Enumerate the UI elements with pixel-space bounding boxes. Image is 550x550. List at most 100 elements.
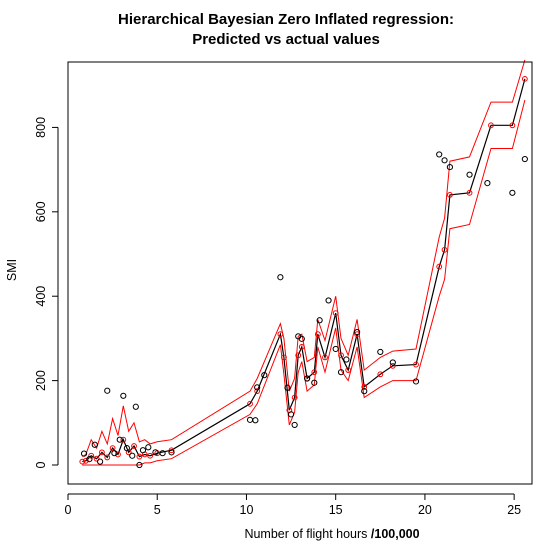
chart-title-line2: Predicted vs actual values (192, 31, 380, 48)
predicted-point (466, 189, 473, 196)
observed-point (152, 449, 159, 456)
predicted-point (389, 362, 396, 369)
predicted-point (168, 447, 175, 454)
series-predicted-line (82, 78, 526, 463)
predicted-point (295, 352, 302, 359)
observed-point (287, 411, 295, 418)
x-tick-label: 20 (418, 503, 432, 517)
observed-point (254, 384, 261, 391)
observed-point (441, 157, 448, 164)
observed-point (389, 359, 396, 366)
x-axis-label-suffix: /100,000 (371, 527, 420, 541)
predicted-point (413, 361, 419, 368)
observed-point (261, 372, 268, 379)
predicted-point (332, 310, 339, 316)
observed-point (509, 189, 516, 196)
observed-point (377, 348, 384, 356)
observed-point (337, 369, 345, 376)
observed-point (91, 441, 98, 448)
y-axis-label: SMI (5, 259, 19, 281)
predicted-point (104, 454, 111, 461)
observed-point (284, 384, 291, 391)
predicted-point (447, 192, 453, 198)
x-axis-label-prefix: Number of flight hours (244, 527, 370, 541)
observed-point (246, 416, 254, 423)
predicted-point (281, 354, 287, 361)
observed-point (80, 450, 88, 457)
observed-point (145, 444, 152, 451)
predicted-point (509, 122, 516, 129)
predicted-point (147, 452, 153, 459)
observed-point (325, 297, 332, 304)
predicted-point (79, 458, 86, 465)
predicted-point (361, 384, 368, 390)
predicted-point (298, 343, 305, 350)
x-tick-label: 15 (329, 503, 343, 517)
observed-point (159, 450, 166, 457)
observed-point (521, 155, 528, 163)
y-tick-label: 200 (34, 370, 48, 391)
observed-point (298, 335, 305, 342)
x-tick-label: 25 (507, 503, 521, 517)
predicted-point (377, 371, 384, 378)
series-lower-interval-line (82, 99, 526, 466)
observed-point (436, 151, 443, 158)
predicted-point (441, 246, 448, 253)
observed-point (97, 458, 104, 465)
observed-point (252, 417, 259, 424)
observed-point (86, 456, 93, 463)
axes: 0 5 10 15 20 25 0 200 400 600 800 (34, 61, 533, 517)
y-tick-label: 800 (34, 117, 48, 138)
observed-point (132, 403, 139, 410)
predicted-point (314, 331, 321, 338)
observed-point (116, 436, 123, 443)
predicted-point (254, 388, 261, 395)
observed-point (104, 387, 111, 394)
predicted-point (311, 369, 318, 376)
plot-content (79, 59, 528, 469)
observed-point (291, 421, 298, 429)
observed-point (466, 171, 473, 178)
predicted-point (277, 331, 284, 338)
x-tick-label: 5 (154, 503, 161, 517)
observed-point (111, 450, 118, 457)
predicted-point (354, 331, 361, 338)
predicted-point (131, 443, 137, 449)
predicted-point (345, 367, 352, 373)
predicted-point (115, 451, 121, 458)
predicted-point (436, 263, 443, 270)
predicted-point (136, 453, 143, 460)
observed-point (139, 447, 147, 454)
observed-point (343, 356, 350, 363)
y-tick-label: 400 (34, 286, 48, 307)
predicted-point (99, 449, 105, 456)
predicted-point (291, 394, 298, 401)
observed-point (311, 379, 318, 386)
predicted-point (109, 445, 116, 452)
predicted-point (247, 400, 253, 407)
observed-point (277, 274, 284, 281)
observed-point (123, 445, 130, 452)
observed-point (304, 375, 311, 382)
observed-point (120, 392, 127, 399)
observed-point (446, 163, 454, 171)
predicted-point (120, 436, 127, 443)
predicted-point (322, 354, 328, 361)
observed-point (168, 449, 175, 456)
x-axis-label: Number of flight hours /100,000 (244, 527, 419, 541)
observed-point (412, 378, 420, 385)
x-tick-label: 0 (65, 503, 72, 517)
y-tick-label: 0 (34, 461, 48, 468)
predicted-point (521, 75, 528, 82)
observed-point (136, 461, 143, 469)
y-tick-label: 600 (34, 201, 48, 222)
chart-title-line1: Hierarchical Bayesian Zero Inflated regr… (118, 11, 454, 28)
predicted-point (93, 455, 100, 462)
predicted-point (338, 352, 344, 359)
observed-point (316, 317, 323, 324)
series-upper-interval-line (82, 59, 526, 458)
x-tick-label: 10 (240, 503, 254, 517)
observed-point (361, 388, 368, 395)
observed-point (354, 328, 361, 336)
